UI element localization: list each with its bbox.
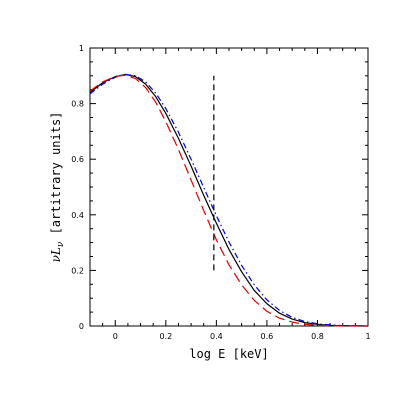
x-tick-label-2: 0.4 [210,332,223,341]
y-axis-label: νLν [artitrary units] [49,112,66,263]
series-layer [89,73,369,327]
x-tick-label-5: 1 [365,332,370,341]
y-tick-label-4: 0.8 [71,100,84,109]
x-tick-label-0: 0 [113,332,118,341]
series-line-0 [89,73,369,327]
x-tick-label-3: 0.6 [261,332,274,341]
plot-frame [89,47,369,327]
y-tick-label-3: 0.6 [71,155,84,164]
y-tick-label-5: 1 [79,44,84,53]
y-tick-label-0: 0 [79,322,84,331]
x-tick-label-4: 0.8 [311,332,324,341]
y-tick-label-1: 0.2 [71,266,84,275]
series-line-1 [89,73,369,327]
x-tick-label-1: 0.2 [159,332,172,341]
axis-ticks: 0 0.2 0.4 0.6 0.8 1 0 0.2 0.4 0.6 0.8 1 [71,44,370,341]
series-line-2 [89,74,368,327]
x-axis-label: log E [keV] [189,347,268,361]
y-axis-label-var: νL [49,247,63,262]
y-axis-label-units: [artitrary units] [49,112,63,242]
y-axis-label-subscript: ν [56,241,66,247]
y-tick-label-2: 0.4 [71,211,84,220]
